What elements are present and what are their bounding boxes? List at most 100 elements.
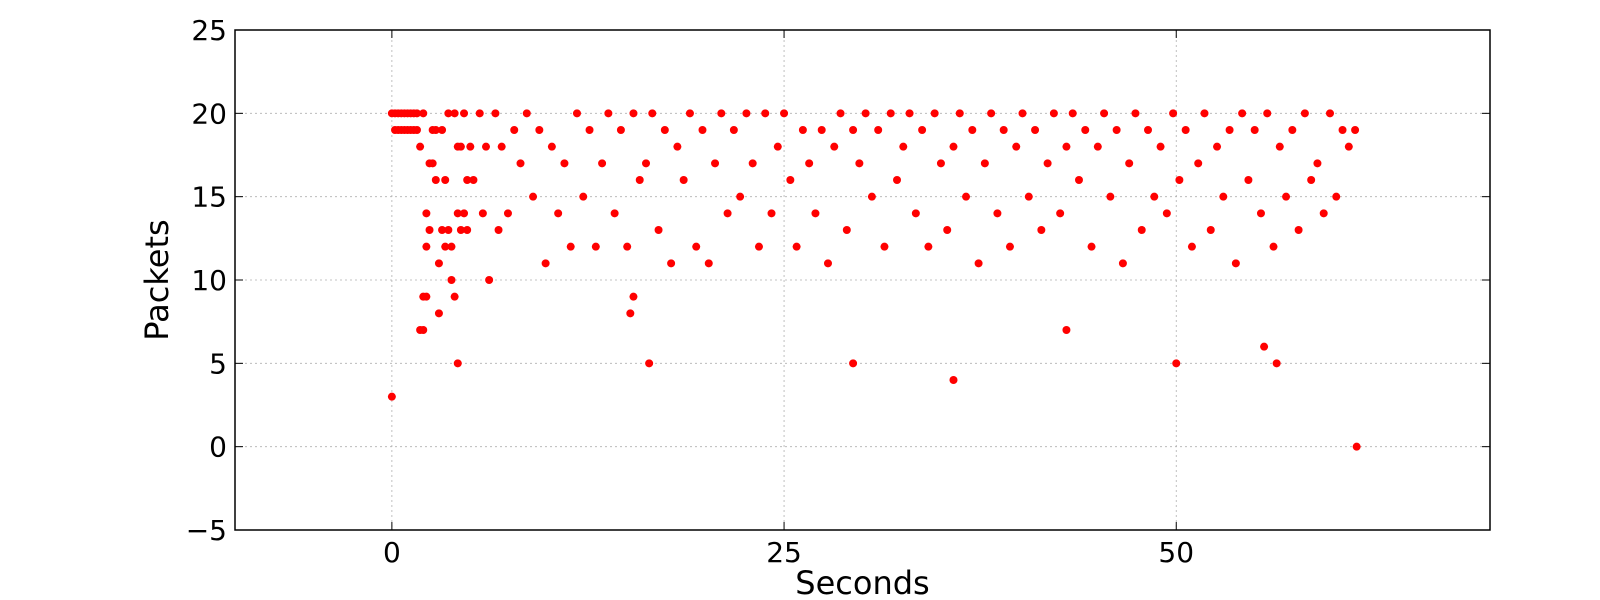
data-point [453,359,462,368]
data-point [723,209,732,218]
data-point [475,109,484,118]
data-point [428,159,437,168]
data-point [1087,242,1096,251]
data-point [431,126,440,134]
data-point [604,109,613,118]
data-point [974,259,983,268]
data-point [444,226,453,234]
data-point [422,292,431,301]
data-point [419,326,428,334]
data-point [823,259,832,268]
data-point [1263,109,1272,118]
data-point [1125,159,1134,168]
data-point [767,209,776,218]
data-point [993,209,1002,218]
data-point [450,109,459,118]
data-point [1112,126,1121,134]
data-point [654,226,663,234]
data-point [1256,209,1265,218]
data-point [729,126,738,134]
data-point [434,309,443,318]
data-point [780,109,789,118]
data-point [456,226,465,234]
data-point [1118,259,1127,268]
data-point [623,242,632,251]
data-point [1175,176,1184,184]
y-tick-label: 10 [191,264,227,297]
data-point [460,209,469,218]
data-point [855,159,864,168]
data-point [1300,109,1309,118]
data-point [685,109,694,118]
data-point [842,226,851,234]
data-point [980,159,989,168]
data-point [1068,109,1077,118]
data-point [1219,192,1228,201]
data-point [648,109,657,118]
data-point [679,176,688,184]
data-point [667,259,676,268]
data-point [579,192,588,201]
data-point [1352,442,1361,451]
data-point [1062,326,1071,334]
data-point [626,309,635,318]
x-tick-label: 25 [766,536,802,569]
data-point [460,109,469,118]
y-tick-label: 25 [191,14,227,47]
data-point [447,242,456,251]
data-point [645,359,654,368]
data-point [962,192,971,201]
data-point [1056,209,1065,218]
data-point [585,126,594,134]
data-point [1250,126,1259,134]
data-point [849,126,858,134]
data-point [1187,242,1196,251]
data-point [1005,242,1014,251]
data-point [692,242,701,251]
data-point [949,142,958,151]
data-point [987,109,996,118]
data-point [1043,159,1052,168]
data-point [1294,226,1303,234]
data-point [999,126,1008,134]
data-point [949,376,958,384]
data-point [1200,109,1209,118]
data-point [861,109,870,118]
data-point [547,142,556,151]
y-tick-label: 5 [209,347,227,380]
data-point [1275,142,1284,151]
data-point [867,192,876,201]
data-point [635,176,644,184]
y-tick-label: 20 [191,97,227,130]
data-point [425,226,434,234]
data-point [1093,142,1102,151]
data-point [1018,109,1027,118]
data-point [494,226,503,234]
data-point [1282,192,1291,201]
data-point [1307,176,1316,184]
data-point [836,109,845,118]
data-point [516,159,525,168]
data-point [805,159,814,168]
data-point [798,126,807,134]
data-point [742,109,751,118]
data-point [431,176,440,184]
data-point [874,126,883,134]
data-point [704,259,713,268]
data-point [1238,109,1247,118]
y-axis-title: Packets [138,219,176,340]
data-point [560,159,569,168]
data-point [1150,192,1159,201]
data-point [466,142,475,151]
data-point [1074,176,1083,184]
data-point [572,109,581,118]
data-point [416,142,425,151]
y-tick-label: 0 [209,431,227,464]
data-point [422,209,431,218]
data-point [598,159,607,168]
data-point [943,226,952,234]
data-point [478,209,487,218]
data-point [463,226,472,234]
data-point [503,209,512,218]
